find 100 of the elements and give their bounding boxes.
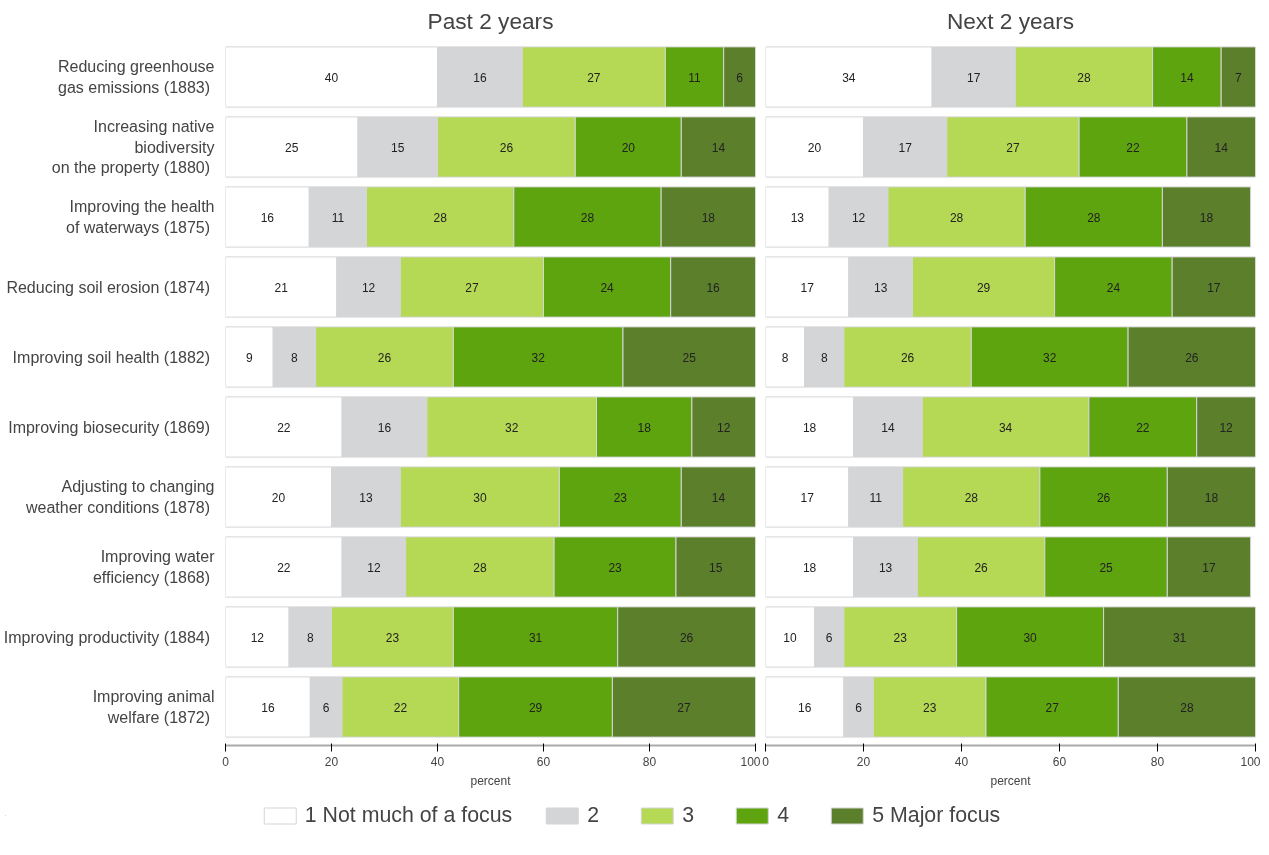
data-label: 30: [473, 490, 487, 505]
x-axis-title: percent: [990, 773, 1032, 788]
data-label: 16: [377, 420, 392, 435]
data-label: 12: [851, 210, 866, 225]
x-tick-label: 80: [1150, 754, 1165, 769]
data-label: 15: [709, 560, 723, 575]
x-tick-label: 40: [954, 754, 969, 769]
data-label: 17: [800, 490, 815, 505]
data-label: 17: [1202, 560, 1216, 575]
data-label: 22: [277, 420, 291, 435]
data-label: 21: [274, 280, 289, 295]
x-tick-label: 60: [1052, 754, 1067, 769]
data-label: 12: [367, 560, 381, 575]
data-label: 23: [613, 490, 628, 505]
data-label: 24: [600, 280, 615, 295]
data-label: 40: [324, 70, 339, 85]
data-label: 28: [1087, 210, 1101, 225]
data-label: 17: [800, 280, 815, 295]
y-tick-label: Improving soil health (1882): [12, 348, 211, 366]
data-label: 8: [781, 350, 789, 365]
x-tick-label: 20: [324, 754, 339, 769]
data-label: 16: [706, 280, 721, 295]
data-label: 16: [798, 700, 812, 715]
data-label: 26: [900, 350, 915, 365]
chart-title: Next 2 years: [946, 7, 1075, 34]
data-label: 28: [964, 490, 979, 505]
data-label: 24: [1106, 280, 1121, 295]
data-label: 13: [359, 490, 373, 505]
data-label: 11: [869, 490, 883, 505]
data-label: 12: [361, 280, 376, 295]
x-tick-label: 0: [762, 754, 770, 769]
data-label: 6: [736, 70, 744, 85]
x-tick-label: 60: [536, 754, 551, 769]
data-label: 23: [385, 630, 400, 645]
data-label: 16: [260, 210, 275, 225]
x-tick-label: 100: [1240, 754, 1261, 769]
data-label: 25: [682, 350, 697, 365]
data-label: 18: [1199, 210, 1214, 225]
y-tick-label: Improving animal welfare (1872): [92, 688, 215, 726]
data-label: 25: [285, 140, 299, 155]
data-label: 17: [1207, 280, 1221, 295]
data-label: 27: [587, 70, 601, 85]
y-tick-label: Increasing native biodiversity on the property (1880): [51, 118, 215, 176]
data-label: 29: [976, 280, 991, 295]
data-label: 28: [1077, 70, 1091, 85]
data-label: 23: [608, 560, 623, 575]
data-label: 6: [322, 700, 330, 715]
data-label: 23: [922, 700, 937, 715]
data-label: 34: [842, 70, 856, 85]
legend-label: 4: [777, 802, 791, 828]
data-label: 17: [898, 140, 913, 155]
data-label: 14: [1214, 140, 1229, 155]
data-label: 31: [528, 630, 543, 645]
y-tick-label: Improving the health of waterways (1875): [65, 198, 215, 236]
y-tick-label: Improving biosecurity (1869): [8, 418, 211, 436]
data-label: 13: [873, 280, 888, 295]
data-label: 26: [1096, 490, 1111, 505]
data-label: 16: [473, 70, 487, 85]
data-label: 14: [711, 140, 726, 155]
data-label: 30: [1023, 630, 1038, 645]
data-label: 16: [261, 700, 275, 715]
data-label: 14: [881, 420, 895, 435]
data-label: 28: [580, 210, 595, 225]
data-label: 20: [807, 140, 822, 155]
data-label: 6: [825, 630, 833, 645]
data-label: 22: [277, 560, 291, 575]
data-label: 12: [250, 630, 265, 645]
data-label: 22: [393, 700, 408, 715]
data-label: 26: [679, 630, 694, 645]
data-label: 18: [701, 210, 716, 225]
x-tick-label: 20: [856, 754, 871, 769]
data-label: 32: [1043, 350, 1057, 365]
data-label: 18: [637, 420, 652, 435]
y-tick-label: Reducing soil erosion (1874): [6, 278, 211, 296]
data-label: 22: [1126, 140, 1140, 155]
data-label: 28: [473, 560, 487, 575]
data-label: 26: [499, 140, 514, 155]
data-label: 7: [1235, 70, 1243, 85]
legend-label: 1 Not much of a focus: [304, 802, 513, 828]
data-label: 28: [1180, 700, 1194, 715]
data-label: 14: [1180, 70, 1194, 85]
data-label: 27: [465, 280, 479, 295]
data-label: 22: [1136, 420, 1150, 435]
data-label: 12: [717, 420, 731, 435]
y-tick-label: Improving productivity (1884): [3, 628, 211, 646]
x-tick-label: 40: [430, 754, 445, 769]
y-tick-label: Adjusting to changing weather conditions (1878): [24, 478, 215, 516]
data-label: 34: [998, 420, 1013, 435]
data-label: 8: [291, 350, 299, 365]
data-label: 20: [621, 140, 636, 155]
data-label: 12: [1219, 420, 1234, 435]
data-label: 20: [271, 490, 286, 505]
data-label: 11: [331, 210, 345, 225]
data-label: 26: [1185, 350, 1199, 365]
data-label: 14: [711, 490, 726, 505]
data-label: 27: [677, 700, 691, 715]
data-label: 6: [855, 700, 863, 715]
x-tick-label: 0: [222, 754, 230, 769]
data-label: 13: [790, 210, 805, 225]
y-tick-label: Reducing greenhouse gas emissions (1883): [57, 58, 215, 96]
